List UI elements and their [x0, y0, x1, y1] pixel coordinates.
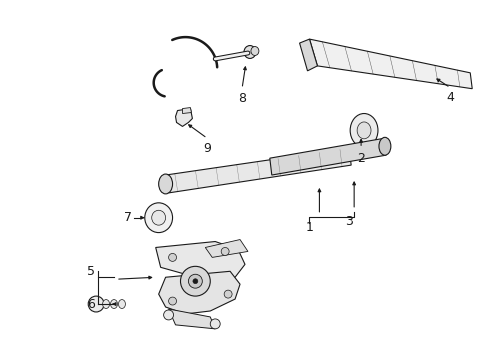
Ellipse shape	[221, 247, 229, 255]
Polygon shape	[182, 108, 191, 113]
Text: 2: 2	[356, 152, 364, 165]
Ellipse shape	[378, 137, 390, 155]
Text: 9: 9	[203, 142, 211, 155]
Ellipse shape	[244, 46, 255, 58]
Polygon shape	[158, 271, 240, 314]
Text: 3: 3	[345, 215, 352, 228]
Polygon shape	[168, 309, 215, 329]
Ellipse shape	[168, 297, 176, 305]
Ellipse shape	[356, 122, 370, 139]
Polygon shape	[155, 242, 244, 279]
Ellipse shape	[118, 300, 125, 309]
Ellipse shape	[180, 266, 210, 296]
Text: 7: 7	[123, 211, 132, 224]
Ellipse shape	[163, 310, 173, 320]
Ellipse shape	[102, 300, 109, 309]
Ellipse shape	[151, 210, 165, 225]
Text: 1: 1	[305, 221, 313, 234]
Polygon shape	[269, 138, 385, 175]
Polygon shape	[175, 109, 192, 126]
Ellipse shape	[188, 274, 202, 288]
Ellipse shape	[88, 296, 104, 312]
Ellipse shape	[192, 279, 198, 284]
Ellipse shape	[210, 319, 220, 329]
Text: 6: 6	[87, 297, 95, 311]
Ellipse shape	[158, 174, 172, 194]
Ellipse shape	[110, 300, 117, 309]
Text: 8: 8	[238, 92, 245, 105]
Ellipse shape	[224, 290, 232, 298]
Polygon shape	[309, 39, 471, 89]
Text: 5: 5	[87, 265, 95, 278]
Polygon shape	[165, 148, 350, 193]
Polygon shape	[299, 39, 317, 71]
Text: 4: 4	[446, 91, 453, 104]
Ellipse shape	[250, 46, 258, 55]
Ellipse shape	[144, 203, 172, 233]
Ellipse shape	[349, 113, 377, 147]
Polygon shape	[205, 239, 247, 257]
Ellipse shape	[168, 253, 176, 261]
